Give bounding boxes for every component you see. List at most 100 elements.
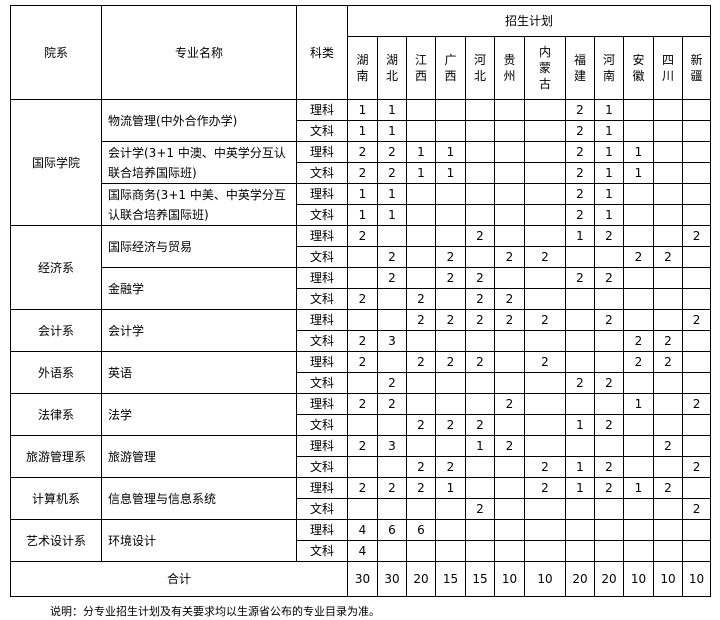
quota-cell [653, 183, 683, 205]
province-label: 福建 [573, 53, 586, 83]
quota-cell: 2 [435, 267, 466, 289]
subject-type: 文科 [296, 414, 348, 436]
table-row: 文科 2 2 2 2 2 2 [11, 246, 712, 268]
quota-cell: 2 [594, 414, 624, 436]
quota-cell [524, 204, 566, 226]
province-header: 湖南 [347, 36, 378, 100]
subject-type: 理科 [296, 477, 348, 499]
quota-cell [435, 372, 466, 394]
header-type: 科类 [296, 5, 348, 100]
quota-cell [681, 351, 712, 373]
major-name: 信息管理与信息系统 [101, 477, 297, 520]
quota-cell [494, 498, 525, 520]
quota-cell: 2 [406, 309, 436, 331]
quota-cell [681, 183, 712, 205]
quota-cell [653, 225, 683, 247]
quota-cell [494, 330, 525, 352]
quota-cell: 4 [347, 519, 378, 541]
quota-cell [565, 330, 595, 352]
quota-cell: 2 [347, 288, 378, 310]
quota-cell [406, 246, 436, 268]
province-header: 江西 [406, 36, 436, 100]
quota-cell: 2 [594, 372, 624, 394]
province-label: 安徽 [632, 53, 645, 83]
subject-type: 文科 [296, 372, 348, 394]
subject-type: 文科 [296, 540, 348, 562]
quota-cell: 3 [377, 435, 407, 457]
quota-cell: 1 [565, 477, 595, 499]
quota-cell [347, 267, 378, 289]
total-row: 合计 30 30 20 15 15 10 10 20 20 10 10 10 [10, 561, 712, 597]
dept-name: 旅游管理系 [10, 435, 102, 478]
province-header: 安徽 [623, 36, 654, 100]
quota-cell [435, 183, 466, 205]
quota-cell: 2 [494, 246, 525, 268]
quota-cell: 2 [653, 477, 683, 499]
quota-cell [524, 435, 566, 457]
quota-cell: 2 [377, 162, 407, 184]
quota-cell [435, 435, 466, 457]
quota-cell [465, 246, 495, 268]
quota-cell [494, 456, 525, 478]
quota-cell: 2 [406, 414, 436, 436]
quota-cell: 2 [347, 225, 378, 247]
footnote: 说明：分专业招生计划及有关要求均以生源省公布的专业目录为准。 [50, 605, 380, 618]
subject-type: 理科 [296, 225, 348, 247]
quota-cell [623, 414, 654, 436]
quota-cell [623, 99, 654, 121]
total-cell: 10 [494, 561, 525, 597]
quota-cell [465, 456, 495, 478]
quota-cell: 2 [465, 267, 495, 289]
quota-cell [681, 477, 712, 499]
quota-cell [524, 540, 566, 562]
table-row: 文科 2 2 [11, 498, 712, 520]
quota-cell [653, 498, 683, 520]
quota-cell [377, 309, 407, 331]
subject-type: 文科 [296, 120, 348, 142]
quota-cell [594, 351, 624, 373]
quota-cell: 1 [623, 393, 654, 415]
quota-cell [653, 141, 683, 163]
quota-cell: 2 [565, 162, 595, 184]
quota-cell [435, 288, 466, 310]
quota-cell [347, 372, 378, 394]
quota-cell [435, 99, 466, 121]
quota-cell [565, 246, 595, 268]
quota-cell: 2 [623, 351, 654, 373]
quota-cell [653, 456, 683, 478]
total-cell: 10 [681, 561, 712, 597]
major-name: 旅游管理 [101, 435, 297, 478]
total-cell: 10 [623, 561, 654, 597]
quota-cell [681, 372, 712, 394]
quota-cell [435, 540, 466, 562]
table-row: 文科 2 2 2 [11, 372, 712, 394]
province-label: 广西 [444, 53, 457, 83]
quota-cell [465, 162, 495, 184]
quota-cell: 2 [494, 393, 525, 415]
quota-cell: 1 [594, 141, 624, 163]
quota-cell [681, 414, 712, 436]
quota-cell: 2 [524, 351, 566, 373]
quota-cell [435, 120, 466, 142]
quota-cell: 2 [653, 246, 683, 268]
quota-cell: 2 [524, 246, 566, 268]
quota-cell [494, 225, 525, 247]
table-row: 旅游管理系 旅游管理 理科 2 3 1 2 2 [10, 435, 712, 478]
quota-cell [565, 309, 595, 331]
subject-type: 理科 [296, 435, 348, 457]
quota-cell: 1 [594, 162, 624, 184]
subject-type: 理科 [296, 99, 348, 121]
quota-cell [377, 288, 407, 310]
province-label: 江西 [414, 53, 427, 83]
quota-cell: 2 [494, 435, 525, 457]
province-label: 内蒙古 [538, 45, 551, 91]
quota-cell: 1 [594, 183, 624, 205]
quota-cell [653, 288, 683, 310]
quota-cell: 2 [594, 225, 624, 247]
quota-cell: 1 [623, 162, 654, 184]
quota-cell: 2 [653, 330, 683, 352]
total-cell: 15 [465, 561, 495, 597]
quota-cell [681, 435, 712, 457]
quota-cell: 2 [465, 309, 495, 331]
quota-cell [565, 498, 595, 520]
